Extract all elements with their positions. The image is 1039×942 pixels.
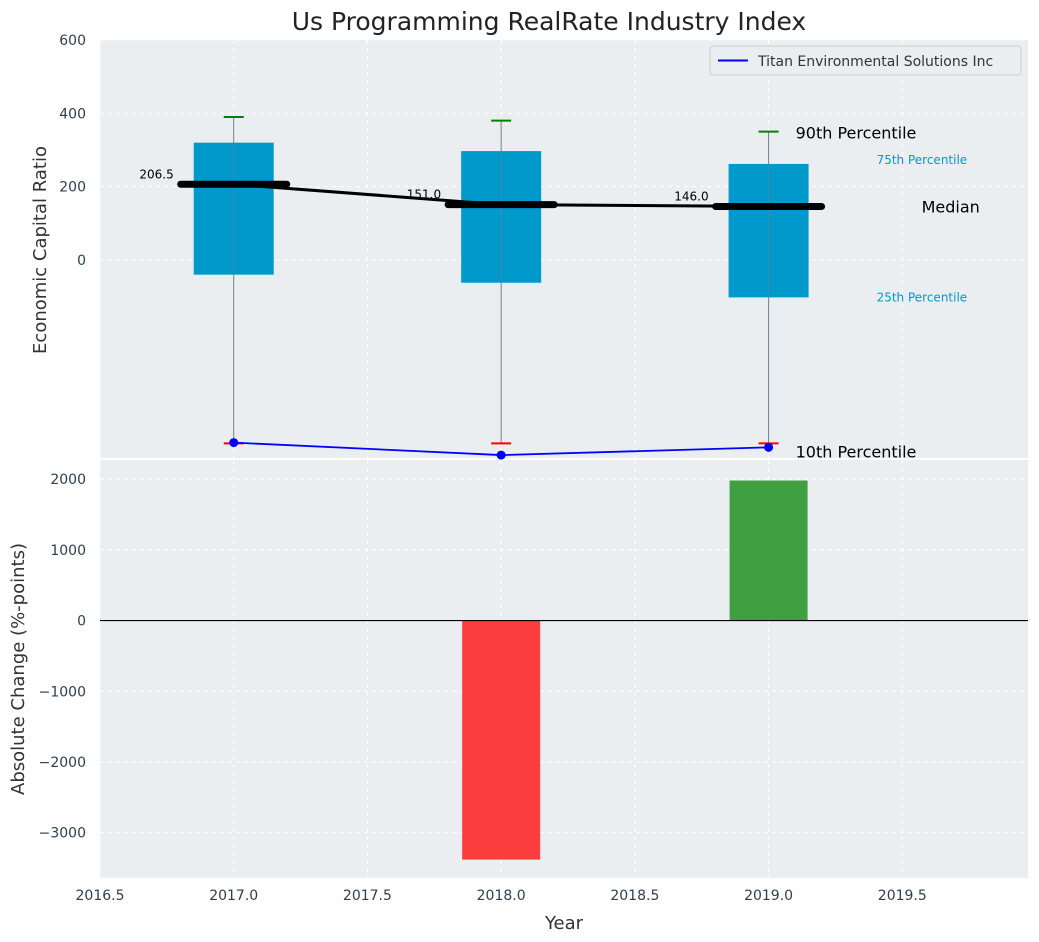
x-tick-label: 2016.5 — [76, 888, 125, 904]
chart-title: Us Programming RealRate Industry Index — [292, 7, 806, 36]
y-tick-label: 0 — [77, 253, 86, 269]
median-value-label: 206.5 — [139, 167, 173, 181]
company-series-point — [496, 450, 506, 460]
annotation-90th: 90th Percentile — [796, 124, 917, 143]
legend: Titan Environmental Solutions Inc — [709, 45, 1022, 76]
annotation-10th: 10th Percentile — [796, 442, 917, 461]
bar-panel-y-tick-labels: −3000 −2000 −1000 0 1000 2000 — [39, 472, 86, 842]
median-trend: 206.5 151.0 146.0 — [139, 167, 826, 210]
x-tick-label: 2018.5 — [610, 888, 659, 904]
median-value-label: 146.0 — [674, 189, 708, 203]
change-bar — [462, 620, 541, 860]
median-value-label: 151.0 — [407, 188, 441, 202]
percentile-annotations: 90th Percentile 75th Percentile Median 25th… — [796, 124, 980, 462]
y-tick-label: 400 — [59, 106, 86, 122]
box-plot-panel: 0 200 400 600 206.5 151.0 146.0 90th Percenti… — [30, 33, 1028, 461]
annotation-median: Median — [922, 197, 980, 216]
company-series-point — [229, 438, 239, 448]
y-axis-label-bottom: Absolute Change (%-points) — [8, 543, 29, 795]
box-plot-y-tick-labels: 0 200 400 600 — [59, 33, 86, 269]
x-tick-label: 2019.5 — [878, 888, 927, 904]
change-bar — [729, 480, 808, 621]
y-tick-label: 1000 — [50, 543, 86, 559]
x-tick-labels: 2016.5 2017.0 2017.5 2018.0 2018.5 2019.0 2019… — [76, 888, 927, 904]
y-tick-label: 0 — [77, 614, 86, 630]
y-tick-label: 200 — [59, 180, 86, 196]
change-bars — [100, 480, 1028, 860]
bar-panel-background — [100, 460, 1028, 878]
annotation-25th: 25th Percentile — [877, 290, 968, 304]
y-tick-label: −3000 — [39, 826, 86, 842]
legend-box — [709, 45, 1022, 76]
x-axis-label: Year — [544, 913, 584, 934]
boxes — [193, 116, 809, 445]
company-series-point — [764, 442, 774, 452]
x-tick-label: 2019.0 — [744, 888, 793, 904]
x-tick-label: 2017.5 — [343, 888, 392, 904]
x-tick-label: 2017.0 — [209, 888, 258, 904]
y-tick-label: 2000 — [50, 472, 86, 488]
y-tick-label: −1000 — [39, 684, 86, 700]
legend-label: Titan Environmental Solutions Inc — [757, 54, 993, 70]
y-axis-label-top: Economic Capital Ratio — [30, 146, 51, 354]
company-series — [229, 438, 774, 460]
y-tick-label: 600 — [59, 33, 86, 49]
x-tick-label: 2018.0 — [477, 888, 526, 904]
y-tick-label: −2000 — [39, 755, 86, 771]
annotation-75th: 75th Percentile — [877, 153, 968, 167]
